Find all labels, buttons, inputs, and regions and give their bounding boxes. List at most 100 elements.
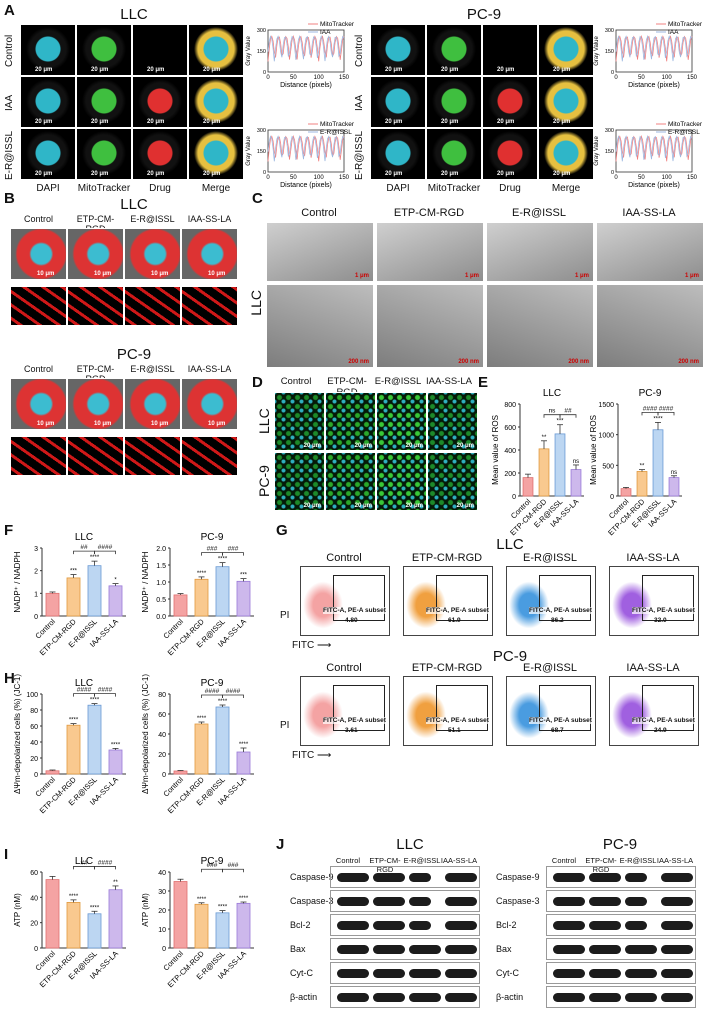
bar-etp-cm-rgd [66, 577, 81, 617]
y-axis-label: Gray Value [246, 36, 252, 66]
x-axis-label: Distance (pixels) [280, 182, 332, 189]
panel-j-pc9-blot-strip [546, 986, 696, 1008]
blot-band [409, 873, 431, 882]
scale-bar-label: 20 μm [303, 503, 321, 509]
panel-b-llc-zoom-image [181, 286, 238, 326]
gate-box [333, 685, 385, 731]
blot-band [373, 945, 405, 954]
significance-label: **** [218, 905, 228, 911]
significance-label: ** [640, 464, 645, 470]
panel-b-llc-zoom-image [124, 286, 181, 326]
panel-g-pc9-flow-plot: FITC-A, PE-A subset 51.1 [403, 676, 493, 746]
panel-a-pc9-micrograph: 20 μm [370, 128, 426, 180]
panel-b-llc-col-label-3: IAA-SS-LA [187, 214, 232, 224]
panel-c-em-bottom: 200 nm [376, 284, 484, 368]
panel-d-ros-image: 20 μm [376, 452, 427, 511]
panel-b-pc9-zoom-image [124, 436, 181, 476]
panel-label-h: H [4, 670, 15, 687]
significance-label: **** [69, 718, 79, 724]
chart-title: LLC [543, 388, 561, 399]
panel-j-pc9-blot-strip [546, 962, 696, 984]
y-tick-label: 500 [602, 463, 614, 470]
scale-bar-label: 20 μm [203, 119, 221, 125]
bar-etp-cm-rgd [66, 902, 81, 949]
x-tick-label: 100 [314, 75, 325, 81]
scale-bar-label: 20 μm [147, 67, 165, 73]
panel-b-pc9-cell-image: 10 μm [67, 378, 124, 430]
y-axis-label: ΔΨm-depolarized cells (%) (JC-1) [13, 674, 22, 794]
bar-control [173, 881, 188, 949]
significance-label: **** [239, 742, 249, 748]
blot-band [409, 993, 441, 1002]
comparison-bracket [222, 552, 244, 556]
x-tick-label: 150 [339, 175, 350, 181]
blot-band [445, 897, 477, 906]
panel-g-pc9-col-label-3: IAA-SS-LA [626, 662, 680, 674]
profile-line [267, 135, 345, 162]
panel-b-pc9-cell-image: 10 μm [181, 378, 238, 430]
panel-g-llc-col-label-2: E-R@ISSL [523, 552, 577, 564]
scale-bar-label: 20 μm [147, 119, 165, 125]
panel-j-pc9-row-label-1: Caspase-3 [496, 896, 540, 906]
profile-line [615, 135, 693, 162]
bar-iaa-ss-la [236, 580, 251, 617]
scale-bar-label: 20 μm [456, 503, 474, 509]
panel-b-pc9-col-label-0: Control [23, 364, 53, 374]
comparison-bracket [657, 412, 675, 416]
panel-a-pc9-micrograph: 20 μm [538, 76, 594, 128]
y-tick-label: 40 [158, 870, 166, 877]
panel-j-llc-blot-strip [330, 890, 480, 912]
panel-b-llc-cell-image: 10 μm [10, 228, 67, 280]
comparison-label: ## [564, 408, 572, 415]
profile-plot-frame [267, 29, 345, 73]
bar-e-r@issl [87, 704, 102, 775]
y-tick-label: 600 [504, 425, 516, 432]
scale-bar-label: 10 μm [94, 271, 112, 277]
comparison-label: #### [205, 688, 220, 695]
legend-label: E-R@ISSL [320, 129, 352, 136]
blot-band [661, 897, 693, 906]
scale-bar-label: 20 μm [385, 171, 403, 177]
blot-band [661, 945, 693, 954]
scale-bar-label: 20 μm [405, 503, 423, 509]
scale-bar-label: 20 μm [203, 171, 221, 177]
bar-control [45, 770, 60, 775]
panel-a-pc9-col-label-2: Drug [499, 183, 521, 194]
panel-g-llc-col-label-1: ETP-CM-RGD [411, 552, 483, 564]
x-tick-label: 0 [266, 75, 270, 81]
panel-a-pc9-micrograph: 20 μm [426, 128, 482, 180]
panel-g-pc9-flow-plot: FITC-A, PE-A subset 68.7 [506, 676, 596, 746]
gate-value: 3.61 [345, 727, 358, 734]
scale-bar-label: 20 μm [497, 171, 515, 177]
panel-c-em-bottom: 200 nm [266, 284, 374, 368]
bar-e-r@issl [215, 706, 230, 775]
x-tick-label: 150 [687, 75, 698, 81]
legend-label: MitoTracker [668, 121, 703, 128]
y-tick-label: 300 [605, 28, 614, 34]
significance-label: ** [113, 880, 118, 886]
y-tick-label: 20 [158, 752, 166, 759]
gate-value: 86.2 [551, 617, 564, 624]
blot-band [625, 873, 647, 882]
gate-label: FITC-A, PE-A subset [632, 607, 695, 614]
gate-label: FITC-A, PE-A subset [323, 607, 386, 614]
panel-b-pc9-col-label-2: E-R@ISSL [130, 364, 175, 374]
panel-g-llc-title: LLC [496, 536, 524, 553]
gate-label: FITC-A, PE-A subset [426, 607, 489, 614]
y-tick-label: 10 [158, 927, 166, 934]
panel-label-j: J [276, 836, 285, 853]
x-axis-label: Distance (pixels) [628, 82, 680, 89]
panel-label-f: F [4, 522, 14, 539]
y-tick-label: 40 [30, 895, 38, 902]
bar-control [45, 592, 60, 617]
comparison-label: ### [228, 862, 239, 869]
panel-j-llc-blot-strip [330, 866, 480, 888]
y-tick-label: 800 [504, 402, 516, 409]
y-tick-label: 300 [257, 128, 266, 134]
bar-iaa-ss-la [108, 889, 123, 949]
panel-c-em-top: 1 μm [266, 222, 374, 282]
panel-c-em-bottom: 200 nm [596, 284, 704, 368]
bar-e-r@issl [215, 566, 230, 617]
panel-g-llc-flow-plot: FITC-A, PE-A subset 86.2 [506, 566, 596, 636]
panel-a-pc9-micrograph: 20 μm [370, 76, 426, 128]
